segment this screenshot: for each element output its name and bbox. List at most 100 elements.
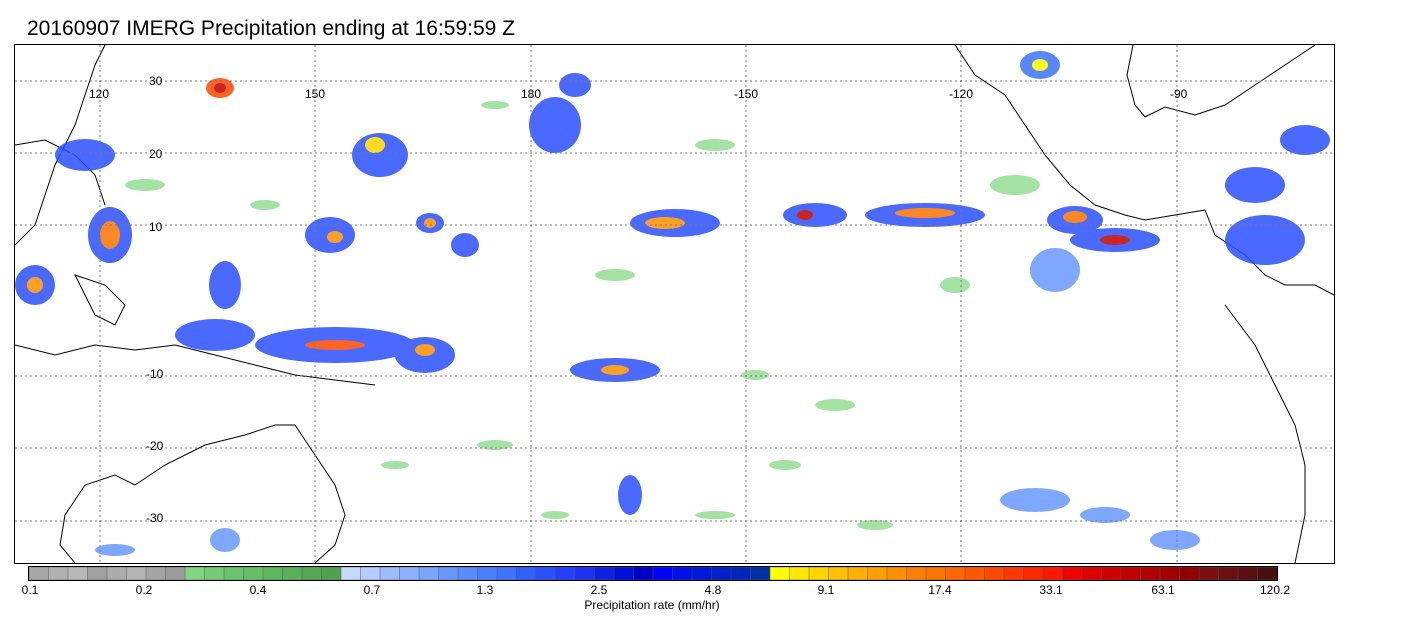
colorbar-swatch — [87, 566, 108, 581]
lat-label: 10 — [149, 220, 163, 234]
colorbar-swatch — [126, 566, 147, 581]
colorbar-swatch — [516, 566, 537, 581]
lat-label: 30 — [149, 74, 163, 88]
colorbar-swatch — [418, 566, 440, 581]
colorbar-swatch — [964, 566, 986, 581]
colorbar-swatch — [1023, 566, 1044, 581]
colorbar-swatch — [399, 566, 420, 581]
colorbar-title: Precipitation rate (mm/hr) — [584, 598, 720, 612]
colorbar-swatch — [886, 566, 908, 581]
colorbar-swatch — [808, 566, 830, 581]
colorbar-swatch — [1179, 566, 1200, 581]
colorbar-swatch — [243, 566, 264, 581]
colorbar-swatch — [1218, 566, 1239, 581]
colorbar-swatch — [1257, 566, 1278, 581]
colorbar-swatch — [262, 566, 284, 581]
lon-label: 180 — [521, 87, 541, 101]
colorbar-swatch — [652, 566, 674, 581]
colorbar-swatch — [847, 566, 869, 581]
map-canvas: 120 150 180 -150 -120 -90 30 20 10 -10 -… — [15, 45, 1334, 563]
colorbar-tick: 4.8 — [704, 583, 722, 597]
colorbar-tick: 33.1 — [1039, 583, 1063, 597]
colorbar-swatch — [321, 566, 342, 581]
colorbar-swatch — [184, 566, 206, 581]
lon-label: 150 — [305, 87, 325, 101]
colorbar-swatch — [633, 566, 654, 581]
colorbar-swatch — [1003, 566, 1025, 581]
colorbar-tick: 9.1 — [817, 583, 835, 597]
lon-label: -120 — [949, 87, 973, 101]
colorbar-swatch — [301, 566, 323, 581]
colorbar-swatch — [67, 566, 89, 581]
colorbar-swatch — [223, 566, 245, 581]
colorbar-tick: 0.2 — [135, 583, 153, 597]
colorbar-swatch — [555, 566, 576, 581]
coastlines — [15, 45, 1334, 563]
colorbar-swatch — [106, 566, 128, 581]
colorbar-swatch — [379, 566, 401, 581]
lat-label: 20 — [149, 147, 163, 161]
colorbar-swatch — [984, 566, 1005, 581]
colorbar-swatch — [477, 566, 498, 581]
lon-label: 120 — [89, 87, 109, 101]
colorbar-swatch — [28, 566, 50, 581]
colorbar-tick: 1.3 — [476, 583, 494, 597]
precip-field — [15, 51, 1330, 556]
lat-label: -30 — [146, 511, 164, 525]
colorbar-swatch — [1120, 566, 1142, 581]
lon-label: -90 — [1170, 87, 1188, 101]
colorbar-tick: 17.4 — [928, 583, 952, 597]
colorbar-swatch — [613, 566, 635, 581]
colorbar-swatch — [711, 566, 732, 581]
colorbar-swatch — [1237, 566, 1259, 581]
colorbar-swatch — [165, 566, 186, 581]
lat-labels: 30 20 10 -10 -20 -30 — [146, 74, 164, 525]
colorbar-tick: 0.4 — [249, 583, 267, 597]
lat-label: -10 — [146, 367, 164, 381]
colorbar-swatch — [457, 566, 479, 581]
colorbar-swatch — [691, 566, 713, 581]
colorbar-swatch — [340, 566, 362, 581]
lon-label: -150 — [734, 87, 758, 101]
colorbar-tick-labels: 0.1 0.2 0.4 0.7 1.3 2.5 4.8 9.1 17.4 33.… — [0, 583, 1417, 597]
colorbar-swatch — [945, 566, 966, 581]
colorbar-swatch — [1042, 566, 1064, 581]
colorbar-swatch — [360, 566, 381, 581]
lon-labels: 120 150 180 -150 -120 -90 — [89, 87, 1188, 101]
colorbar-swatch — [1198, 566, 1220, 581]
colorbar-swatch — [867, 566, 888, 581]
colorbar-swatch — [730, 566, 752, 581]
colorbar-swatch — [1159, 566, 1181, 581]
colorbar-swatch — [672, 566, 693, 581]
colorbar-swatch — [496, 566, 518, 581]
colorbar-swatch — [750, 566, 771, 581]
colorbar-swatch — [535, 566, 557, 581]
page-title: 20160907 IMERG Precipitation ending at 1… — [27, 17, 515, 40]
lat-label: -20 — [146, 439, 164, 453]
graticule — [15, 45, 1334, 563]
colorbar-swatch — [282, 566, 303, 581]
colorbar-tick: 120.2 — [1259, 583, 1291, 597]
colorbar — [28, 566, 1278, 581]
colorbar-swatches — [28, 566, 1278, 581]
colorbar-tick: 63.1 — [1151, 583, 1175, 597]
precipitation-map[interactable]: 120 150 180 -150 -120 -90 30 20 10 -10 -… — [14, 44, 1335, 564]
colorbar-swatch — [1081, 566, 1103, 581]
colorbar-swatch — [769, 566, 791, 581]
colorbar-swatch — [438, 566, 459, 581]
colorbar-swatch — [925, 566, 947, 581]
colorbar-tick: 0.1 — [21, 583, 39, 597]
colorbar-swatch — [1140, 566, 1161, 581]
colorbar-swatch — [574, 566, 596, 581]
colorbar-tick: 2.5 — [590, 583, 608, 597]
colorbar-swatch — [594, 566, 615, 581]
colorbar-swatch — [48, 566, 69, 581]
colorbar-swatch — [1101, 566, 1122, 581]
colorbar-swatch — [906, 566, 927, 581]
colorbar-tick: 0.7 — [363, 583, 381, 597]
colorbar-swatch — [1062, 566, 1083, 581]
colorbar-swatch — [789, 566, 810, 581]
colorbar-swatch — [828, 566, 849, 581]
colorbar-swatch — [204, 566, 225, 581]
colorbar-swatch — [145, 566, 167, 581]
